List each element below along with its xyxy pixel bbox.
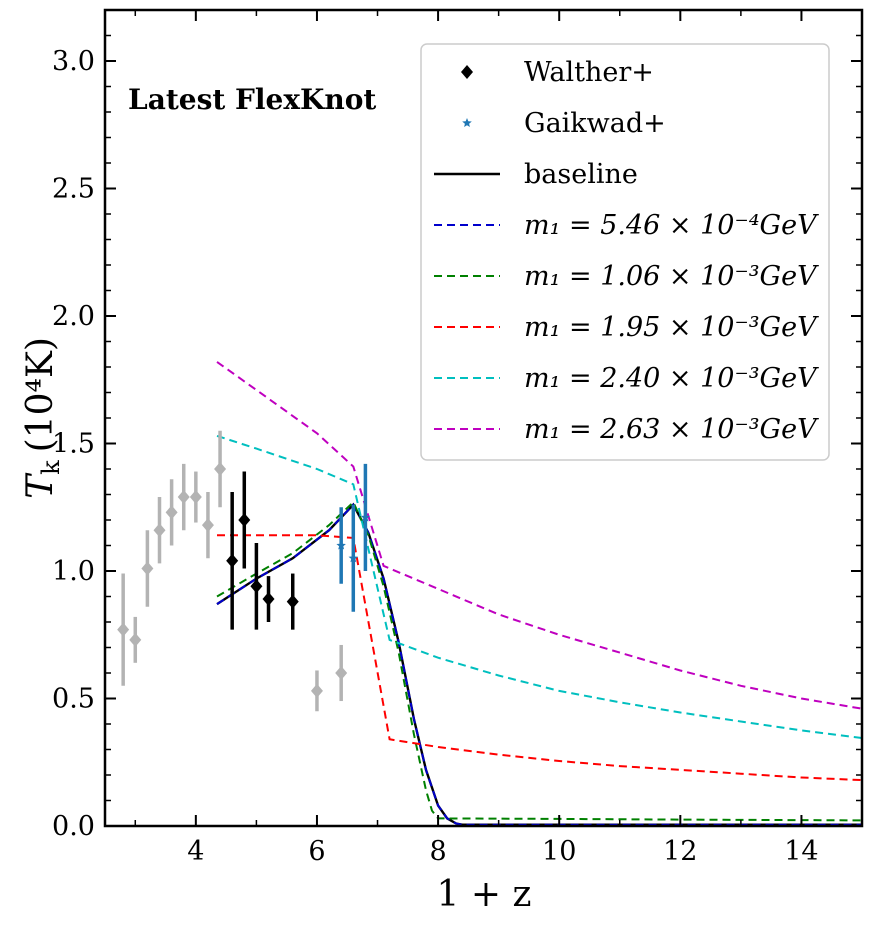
- chart-annotation: Latest FlexKnot: [128, 83, 376, 116]
- y-tick-label: 2.5: [52, 174, 95, 205]
- legend-entry-gaikwad: Gaikwad+: [462, 108, 666, 139]
- diamond-marker: [250, 579, 263, 594]
- diamond-marker: [177, 490, 190, 505]
- y-tick-label: 0.0: [52, 811, 95, 842]
- data-point: [117, 573, 130, 686]
- star-marker: [348, 553, 359, 563]
- data-point: [250, 542, 263, 630]
- series-layer: [216, 361, 862, 826]
- diamond-marker: [238, 513, 251, 527]
- data-point: [165, 479, 178, 546]
- diamond-marker: [117, 622, 130, 637]
- legend: Walther+ Gaikwad+ baseline m₁ = 5.46 × 10⁻⁴…: [420, 43, 830, 461]
- y-axis-label-symbol: T: [20, 472, 61, 499]
- data-point: [262, 576, 275, 622]
- diamond-marker: [286, 594, 299, 609]
- diamond-marker: [141, 561, 154, 576]
- svg-text:Tk(10⁴K): Tk (10⁴K): [20, 337, 65, 499]
- legend-star-marker: [462, 118, 472, 127]
- x-tick-label: 12: [663, 836, 697, 867]
- star-marker: [360, 512, 371, 522]
- legend-label: m₁ = 2.63 × 10⁻³GeV: [524, 414, 819, 445]
- data-point: [129, 616, 142, 663]
- legend-entry-2-40-10-gev: m₁ = 2.40 × 10⁻³GeV: [434, 363, 819, 394]
- diamond-marker: [226, 553, 239, 568]
- diamond-marker: [262, 592, 275, 607]
- legend-entry-baseline: baseline: [434, 159, 638, 190]
- legend-label: Gaikwad+: [524, 108, 666, 139]
- data-point: [201, 491, 214, 559]
- legend-entry-1-06-10-gev: m₁ = 1.06 × 10⁻³GeV: [434, 261, 819, 292]
- legend-label: m₁ = 1.95 × 10⁻³GeV: [524, 312, 819, 343]
- legend-label: m₁ = 1.06 × 10⁻³GeV: [524, 261, 819, 292]
- data-point: [141, 530, 154, 607]
- x-tick-label: 8: [429, 836, 446, 867]
- data-point: [226, 491, 239, 630]
- data-point: [214, 430, 227, 508]
- diamond-marker: [201, 518, 214, 533]
- diamond-marker: [214, 462, 227, 476]
- legend-label: m₁ = 2.40 × 10⁻³GeV: [524, 363, 819, 394]
- diamond-marker: [310, 683, 323, 698]
- data-point: [360, 463, 371, 571]
- diamond-marker: [189, 490, 202, 505]
- x-tick-label: 10: [542, 836, 576, 867]
- y-axis-label: Tk (10⁴K): [20, 337, 65, 499]
- legend-box: [420, 43, 830, 461]
- data-points-layer: [117, 430, 371, 712]
- legend-entry-2-63-10-gev: m₁ = 2.63 × 10⁻³GeV: [434, 414, 819, 445]
- data-point: [238, 471, 251, 569]
- legend-entry-1-95-10-gev: m₁ = 1.95 × 10⁻³GeV: [434, 312, 819, 343]
- data-point: [286, 573, 299, 630]
- legend-label: m₁ = 5.46 × 10⁻⁴GeV: [524, 210, 819, 241]
- y-tick-label: 2.0: [52, 301, 95, 332]
- data-point: [336, 507, 346, 584]
- y-tick-label: 1.5: [52, 429, 95, 460]
- legend-diamond-marker: [461, 65, 473, 79]
- series-line-m1-3: [217, 534, 862, 782]
- y-axis-label-subscript: k: [37, 460, 65, 475]
- x-tick-label: 4: [187, 836, 204, 867]
- data-point: [153, 497, 166, 564]
- series-line-m1-5: [216, 361, 862, 710]
- data-point: [348, 504, 359, 612]
- y-tick-label: 1.0: [52, 556, 95, 587]
- series-line-baseline: [216, 502, 862, 826]
- series-line-m1-2: [216, 500, 862, 822]
- y-tick-label: 3.0: [52, 46, 95, 77]
- x-axis-label: 1 + z: [437, 874, 532, 915]
- series-line-m1-4: [216, 434, 862, 739]
- y-tick-label: 0.5: [52, 684, 95, 715]
- data-point: [310, 670, 323, 712]
- x-tick-label: 6: [308, 836, 325, 867]
- y-axis-label-unit: (10⁴K): [20, 337, 61, 452]
- axis-ticks: [105, 10, 863, 827]
- x-tick-label: 14: [784, 836, 818, 867]
- data-point: [189, 471, 202, 523]
- data-point: [177, 463, 190, 531]
- legend-label: baseline: [524, 159, 638, 190]
- diamond-marker: [129, 632, 142, 647]
- data-point: [335, 644, 348, 702]
- legend-entry-5-46-10-gev: m₁ = 5.46 × 10⁻⁴GeV: [434, 210, 819, 241]
- diamond-marker: [153, 523, 166, 538]
- legend-entry-walther: Walther+: [461, 57, 654, 88]
- diamond-marker: [335, 666, 348, 680]
- star-marker: [336, 540, 346, 550]
- series-line-m1-1: [216, 503, 862, 826]
- axis-tick-labels: 4 6 8 10 12 14 0.0 0.5 1.0 1.5 2.0 2.5 3.0: [52, 46, 819, 867]
- diamond-marker: [165, 505, 178, 520]
- legend-label: Walther+: [524, 57, 654, 88]
